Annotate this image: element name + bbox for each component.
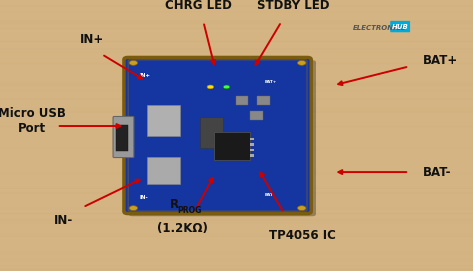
FancyBboxPatch shape bbox=[390, 21, 410, 32]
Bar bbox=[250, 149, 254, 151]
Text: IN-: IN- bbox=[140, 195, 148, 200]
Text: Micro USB
Port: Micro USB Port bbox=[0, 107, 66, 135]
Text: HUB: HUB bbox=[392, 24, 409, 30]
Text: IN-: IN- bbox=[54, 214, 73, 227]
Circle shape bbox=[129, 206, 138, 211]
Text: TP4056 IC: TP4056 IC bbox=[269, 229, 336, 242]
Circle shape bbox=[129, 60, 138, 65]
Bar bbox=[147, 105, 180, 136]
FancyBboxPatch shape bbox=[129, 60, 316, 216]
Bar bbox=[250, 143, 254, 146]
Bar bbox=[214, 133, 250, 160]
Bar bbox=[147, 157, 180, 184]
Bar bbox=[236, 96, 248, 105]
Circle shape bbox=[298, 60, 306, 65]
Text: IN+: IN+ bbox=[140, 73, 150, 78]
Text: IN+: IN+ bbox=[80, 33, 105, 46]
Bar bbox=[250, 154, 254, 157]
Text: BAT-: BAT- bbox=[423, 166, 452, 179]
Bar bbox=[250, 111, 263, 120]
Text: BAT+: BAT+ bbox=[265, 80, 277, 84]
Text: ELECTRONICS: ELECTRONICS bbox=[352, 25, 406, 31]
Text: BAT-: BAT- bbox=[265, 193, 275, 198]
Text: STDBY LED: STDBY LED bbox=[257, 0, 330, 12]
Circle shape bbox=[207, 85, 214, 89]
Bar bbox=[200, 117, 223, 148]
FancyBboxPatch shape bbox=[113, 117, 134, 157]
Text: BAT+: BAT+ bbox=[423, 54, 459, 67]
Text: (1.2KΩ): (1.2KΩ) bbox=[157, 222, 208, 235]
Bar bbox=[250, 138, 254, 140]
Circle shape bbox=[298, 206, 306, 211]
Circle shape bbox=[223, 85, 230, 89]
FancyBboxPatch shape bbox=[124, 57, 311, 214]
Bar bbox=[257, 96, 270, 105]
Text: PROG: PROG bbox=[177, 206, 202, 215]
Text: CHRG LED: CHRG LED bbox=[165, 0, 232, 12]
Text: R: R bbox=[170, 198, 179, 211]
Bar bbox=[116, 125, 128, 151]
